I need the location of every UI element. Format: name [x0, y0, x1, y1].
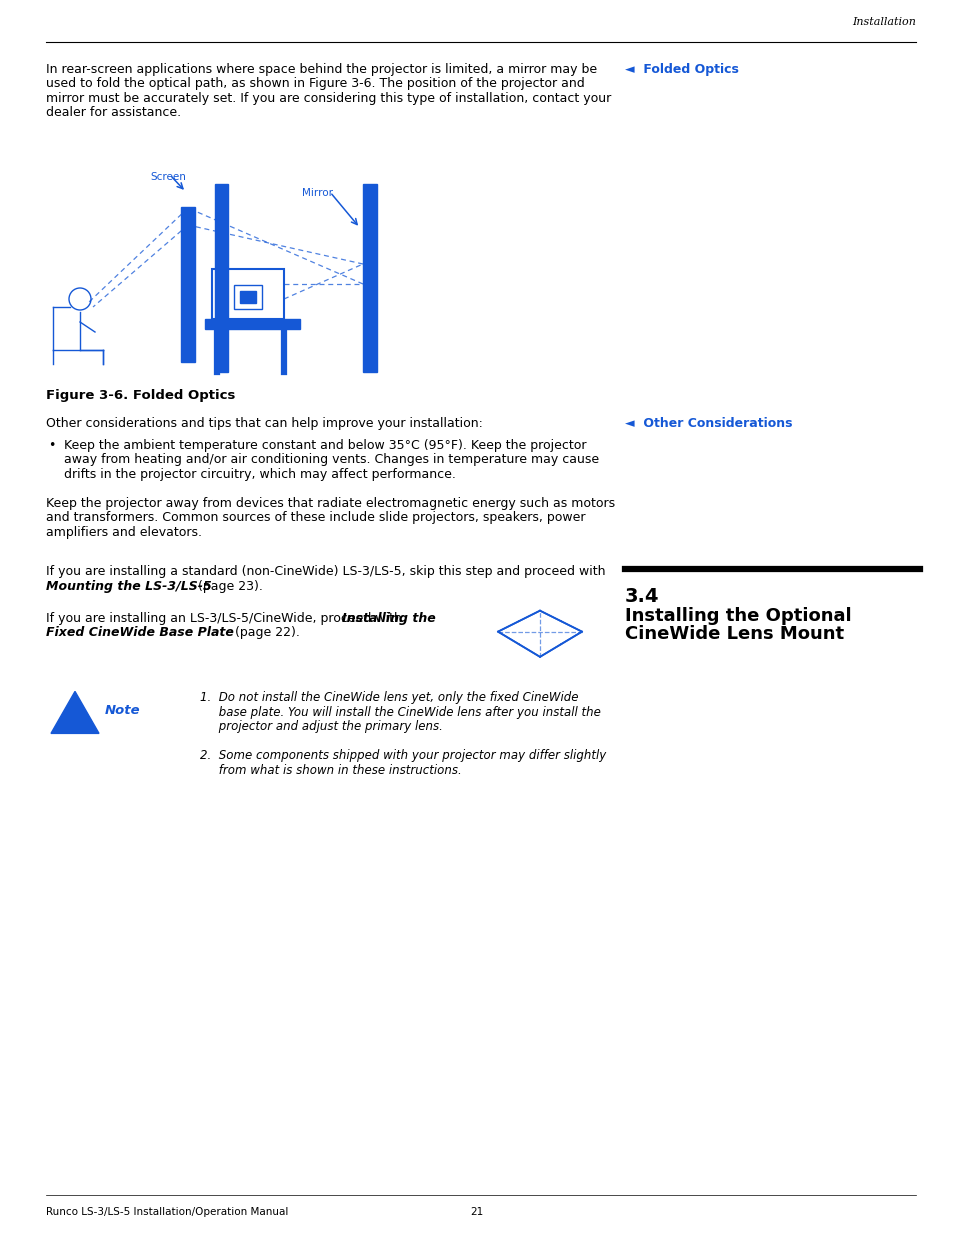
Text: base plate. You will install the CineWide lens after you install the: base plate. You will install the CineWid…: [200, 706, 600, 719]
Text: dealer for assistance.: dealer for assistance.: [46, 106, 181, 120]
Bar: [214, 184, 228, 372]
Text: Other considerations and tips that can help improve your installation:: Other considerations and tips that can h…: [46, 417, 482, 430]
Text: drifts in the projector circuitry, which may affect performance.: drifts in the projector circuitry, which…: [64, 468, 456, 480]
Text: projector and adjust the primary lens.: projector and adjust the primary lens.: [200, 720, 442, 734]
Text: 3.4: 3.4: [624, 588, 659, 606]
Bar: [240, 291, 255, 303]
Text: Note: Note: [105, 704, 140, 716]
Bar: [212, 269, 284, 319]
Text: (page 22).: (page 22).: [231, 626, 299, 640]
Text: Keep the projector away from devices that radiate electromagnetic energy such as: Keep the projector away from devices tha…: [46, 496, 615, 510]
Text: Mirror: Mirror: [302, 188, 334, 198]
Text: away from heating and/or air conditioning vents. Changes in temperature may caus: away from heating and/or air conditionin…: [64, 453, 598, 467]
Bar: [233, 285, 262, 309]
Text: (page 23).: (page 23).: [193, 579, 263, 593]
Text: mirror must be accurately set. If you are considering this type of installation,: mirror must be accurately set. If you ar…: [46, 91, 611, 105]
Text: from what is shown in these instructions.: from what is shown in these instructions…: [200, 764, 461, 777]
Text: Figure 3-6. Folded Optics: Figure 3-6. Folded Optics: [46, 389, 235, 403]
Text: •: •: [48, 438, 55, 452]
Text: Fixed CineWide Base Plate: Fixed CineWide Base Plate: [46, 626, 233, 640]
Text: ◄  Folded Optics: ◄ Folded Optics: [624, 63, 739, 77]
Text: amplifiers and elevators.: amplifiers and elevators.: [46, 526, 202, 538]
Text: In rear-screen applications where space behind the projector is limited, a mirro: In rear-screen applications where space …: [46, 63, 597, 77]
Text: ◄  Other Considerations: ◄ Other Considerations: [624, 417, 792, 430]
Text: Keep the ambient temperature constant and below 35°C (95°F). Keep the projector: Keep the ambient temperature constant an…: [64, 438, 586, 452]
Text: CineWide Lens Mount: CineWide Lens Mount: [624, 625, 843, 643]
Text: Mounting the LS-3/LS-5: Mounting the LS-3/LS-5: [46, 579, 212, 593]
Text: Runco LS-3/LS-5 Installation/Operation Manual: Runco LS-3/LS-5 Installation/Operation M…: [46, 1207, 288, 1216]
Bar: [205, 319, 299, 329]
Text: used to fold the optical path, as shown in Figure 3-6. The position of the proje: used to fold the optical path, as shown …: [46, 78, 584, 90]
Text: Installing the: Installing the: [341, 611, 436, 625]
Bar: [363, 184, 376, 372]
Text: 2.  Some components shipped with your projector may differ slightly: 2. Some components shipped with your pro…: [200, 750, 605, 762]
Text: Installation: Installation: [851, 17, 915, 27]
Text: If you are installing an LS-3/LS-5/CineWide, proceed with: If you are installing an LS-3/LS-5/CineW…: [46, 611, 405, 625]
Text: Installing the Optional: Installing the Optional: [624, 608, 851, 625]
Bar: [181, 207, 194, 362]
Polygon shape: [51, 692, 99, 734]
Text: 21: 21: [470, 1207, 483, 1216]
Text: 1.  Do not install the CineWide lens yet, only the fixed CineWide: 1. Do not install the CineWide lens yet,…: [200, 692, 578, 704]
Text: and transformers. Common sources of these include slide projectors, speakers, po: and transformers. Common sources of thes…: [46, 511, 585, 524]
Text: If you are installing a standard (non-CineWide) LS-3/LS-5, skip this step and pr: If you are installing a standard (non-Ci…: [46, 566, 605, 578]
Text: Screen: Screen: [150, 172, 186, 182]
